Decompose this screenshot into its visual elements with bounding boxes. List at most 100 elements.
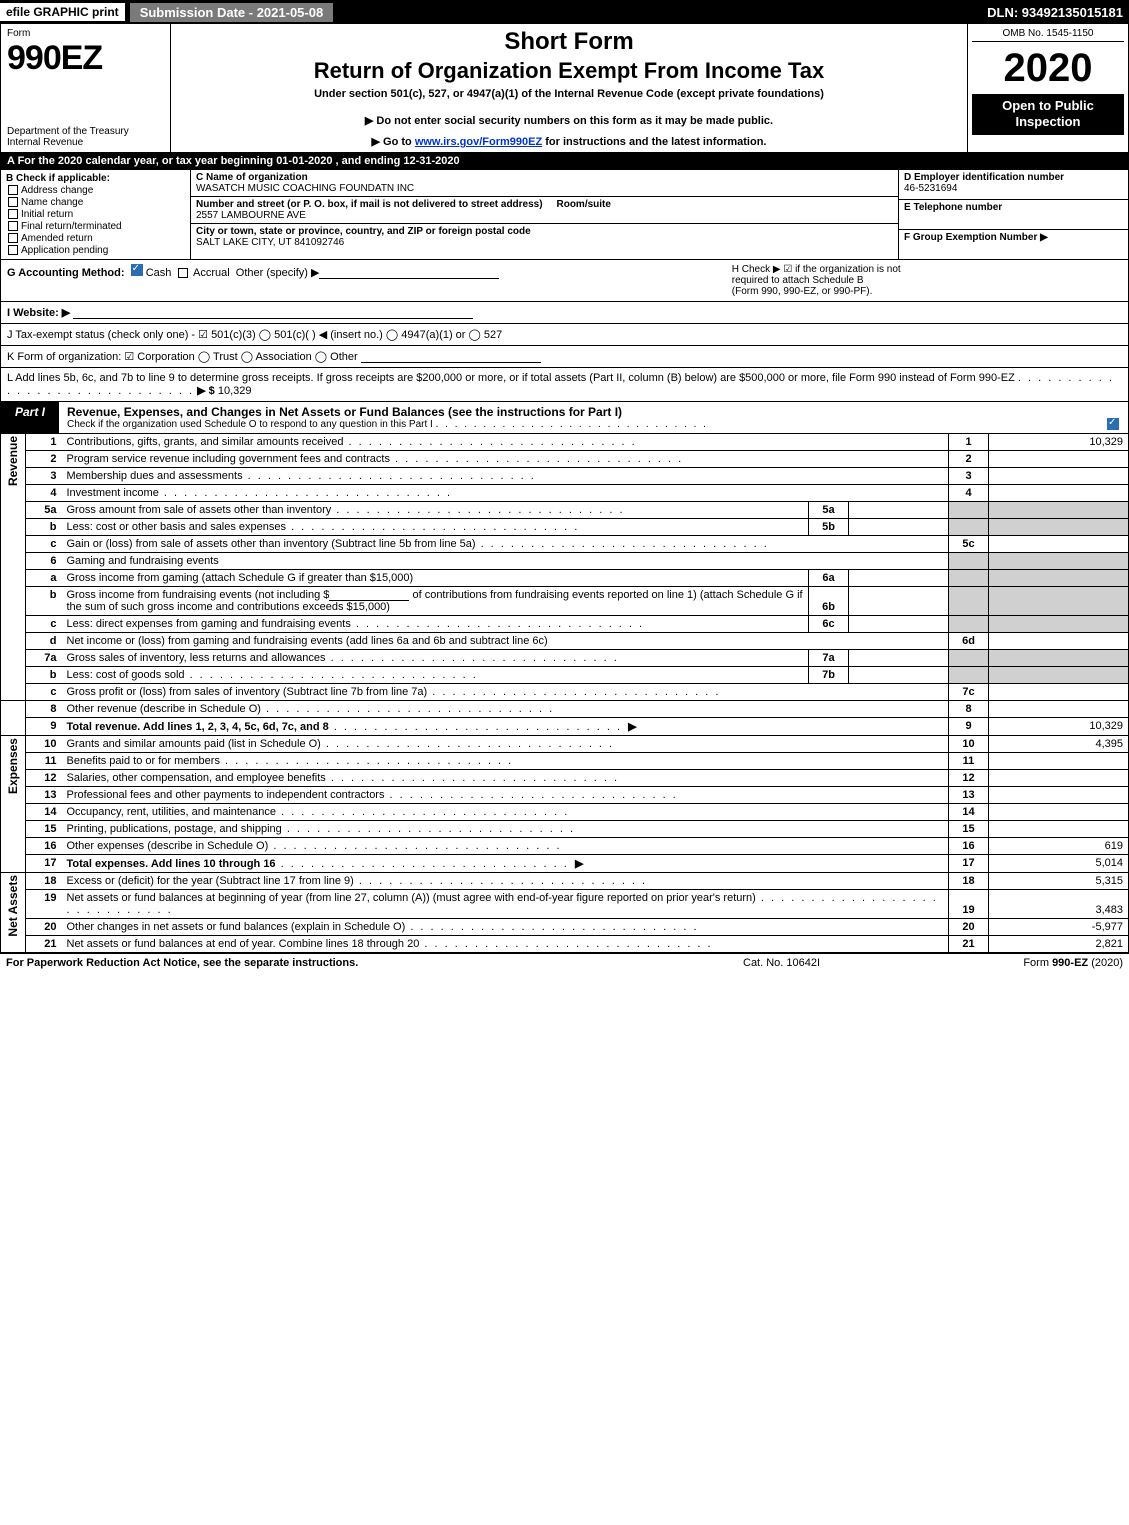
under-section-text: Under section 501(c), 527, or 4947(a)(1)…	[177, 88, 961, 100]
website-blank[interactable]	[73, 307, 473, 319]
l5b-no: b	[26, 519, 62, 536]
goto-post: for instructions and the latest informat…	[542, 136, 766, 148]
section-def: D Employer identification number 46-5231…	[898, 170, 1128, 259]
row-l: L Add lines 5b, 6c, and 7b to line 9 to …	[0, 368, 1129, 402]
row-h: H Check ▶ ☑ if the organization is not r…	[732, 264, 1122, 297]
goto-line: ▶ Go to www.irs.gov/Form990EZ for instru…	[177, 135, 961, 148]
info-grid: B Check if applicable: Address change Na…	[0, 170, 1129, 260]
l6a-desc: Gross income from gaming (attach Schedul…	[62, 570, 809, 587]
paperwork-notice: For Paperwork Reduction Act Notice, see …	[6, 957, 743, 969]
l7a-numcol	[949, 650, 989, 667]
l4-amt	[989, 485, 1129, 502]
irs-link[interactable]: www.irs.gov/Form990EZ	[415, 136, 542, 148]
l21-amt: 2,821	[989, 936, 1129, 953]
l12-no: 12	[26, 770, 62, 787]
l18-amt: 5,315	[989, 873, 1129, 890]
line-1: Revenue 1 Contributions, gifts, grants, …	[1, 434, 1129, 451]
l2-desc: Program service revenue including govern…	[62, 451, 949, 468]
l6b-amt	[989, 587, 1129, 616]
l20-no: 20	[26, 919, 62, 936]
l5c-amt	[989, 536, 1129, 553]
line-18: Net Assets 18 Excess or (deficit) for th…	[1, 873, 1129, 890]
l6d-desc: Net income or (loss) from gaming and fun…	[62, 633, 949, 650]
l21-desc: Net assets or fund balances at end of ye…	[62, 936, 949, 953]
other-blank[interactable]	[319, 267, 499, 279]
l6d-numcol: 6d	[949, 633, 989, 650]
part1-title: Revenue, Expenses, and Changes in Net As…	[59, 402, 1098, 433]
tax-exempt-status: J Tax-exempt status (check only one) - ☑…	[7, 329, 502, 341]
l21-no: 21	[26, 936, 62, 953]
top-bar: efile GRAPHIC print Submission Date - 20…	[0, 0, 1129, 24]
row-k: K Form of organization: ☑ Corporation ◯ …	[0, 346, 1129, 368]
row-g: G Accounting Method: Cash Accrual Other …	[7, 264, 732, 297]
page-footer: For Paperwork Reduction Act Notice, see …	[0, 953, 1129, 972]
header-center: Short Form Return of Organization Exempt…	[171, 24, 968, 152]
cash-checkbox[interactable]	[131, 264, 143, 276]
l16-no: 16	[26, 838, 62, 855]
chk-application-pending[interactable]: Application pending	[6, 245, 185, 256]
section-b-label: B Check if applicable:	[6, 173, 110, 184]
l8-no: 8	[26, 701, 62, 718]
line-7a: 7a Gross sales of inventory, less return…	[1, 650, 1129, 667]
l15-no: 15	[26, 821, 62, 838]
part1-revenue-table: Revenue 1 Contributions, gifts, grants, …	[0, 434, 1129, 736]
l3-numcol: 3	[949, 468, 989, 485]
l17-numcol: 17	[949, 855, 989, 873]
chk-initial-return[interactable]: Initial return	[6, 209, 185, 220]
l5a-numcol	[949, 502, 989, 519]
line-14: 14 Occupancy, rent, utilities, and maint…	[1, 804, 1129, 821]
row-l-amount: 10,329	[218, 385, 252, 397]
header-right: OMB No. 1545-1150 2020 Open to Public In…	[968, 24, 1128, 152]
l1-no: 1	[26, 434, 62, 451]
line-7b: b Less: cost of goods sold 7b	[1, 667, 1129, 684]
line-16: 16 Other expenses (describe in Schedule …	[1, 838, 1129, 855]
l7b-amt	[989, 667, 1129, 684]
l6a-amt	[989, 570, 1129, 587]
l16-desc: Other expenses (describe in Schedule O)	[62, 838, 949, 855]
l7a-no: 7a	[26, 650, 62, 667]
accrual-checkbox[interactable]	[178, 268, 188, 278]
l6a-no: a	[26, 570, 62, 587]
line-7c: c Gross profit or (loss) from sales of i…	[1, 684, 1129, 701]
netassets-side-label: Net Assets	[1, 873, 26, 953]
l6a-sub: 6a	[809, 570, 849, 587]
l10-numcol: 10	[949, 736, 989, 753]
l18-desc: Excess or (deficit) for the year (Subtra…	[62, 873, 949, 890]
chk-amended-return[interactable]: Amended return	[6, 233, 185, 244]
l13-no: 13	[26, 787, 62, 804]
l5b-desc: Less: cost or other basis and sales expe…	[62, 519, 809, 536]
l7a-desc: Gross sales of inventory, less returns a…	[62, 650, 809, 667]
org-name: WASATCH MUSIC COACHING FOUNDATN INC	[196, 183, 414, 194]
row-l-arrow: ▶ $	[197, 385, 218, 397]
chk-address-change[interactable]: Address change	[6, 185, 185, 196]
website-label: I Website: ▶	[7, 307, 70, 319]
line-19: 19 Net assets or fund balances at beginn…	[1, 890, 1129, 919]
line-8: 8 Other revenue (describe in Schedule O)…	[1, 701, 1129, 718]
l15-numcol: 15	[949, 821, 989, 838]
org-addr: 2557 LAMBOURNE AVE	[196, 210, 306, 221]
l5a-subval	[849, 502, 949, 519]
form-of-org-blank[interactable]	[361, 351, 541, 363]
part1-header: Part I Revenue, Expenses, and Changes in…	[0, 402, 1129, 434]
line-6b: b Gross income from fundraising events (…	[1, 587, 1129, 616]
l6c-desc: Less: direct expenses from gaming and fu…	[62, 616, 809, 633]
schedule-o-checkbox[interactable]	[1107, 418, 1119, 430]
efile-print-label[interactable]: efile GRAPHIC print	[0, 3, 125, 21]
chk-final-return[interactable]: Final return/terminated	[6, 221, 185, 232]
section-c-org: C Name of organization WASATCH MUSIC COA…	[191, 170, 898, 259]
l5b-subval	[849, 519, 949, 536]
line-6: 6 Gaming and fundraising events	[1, 553, 1129, 570]
l9-numcol: 9	[949, 718, 989, 736]
header-left: Form 990EZ Department of the Treasury In…	[1, 24, 171, 152]
l6d-amt	[989, 633, 1129, 650]
line-10: Expenses 10 Grants and similar amounts p…	[1, 736, 1129, 753]
org-addr-label: Number and street (or P. O. box, if mail…	[196, 199, 543, 210]
l7b-sub: 7b	[809, 667, 849, 684]
l11-desc: Benefits paid to or for members	[62, 753, 949, 770]
l13-amt	[989, 787, 1129, 804]
dept-treasury: Department of the Treasury Internal Reve…	[7, 126, 164, 148]
l2-no: 2	[26, 451, 62, 468]
l13-numcol: 13	[949, 787, 989, 804]
chk-name-change[interactable]: Name change	[6, 197, 185, 208]
org-addr-row: Number and street (or P. O. box, if mail…	[191, 197, 898, 224]
